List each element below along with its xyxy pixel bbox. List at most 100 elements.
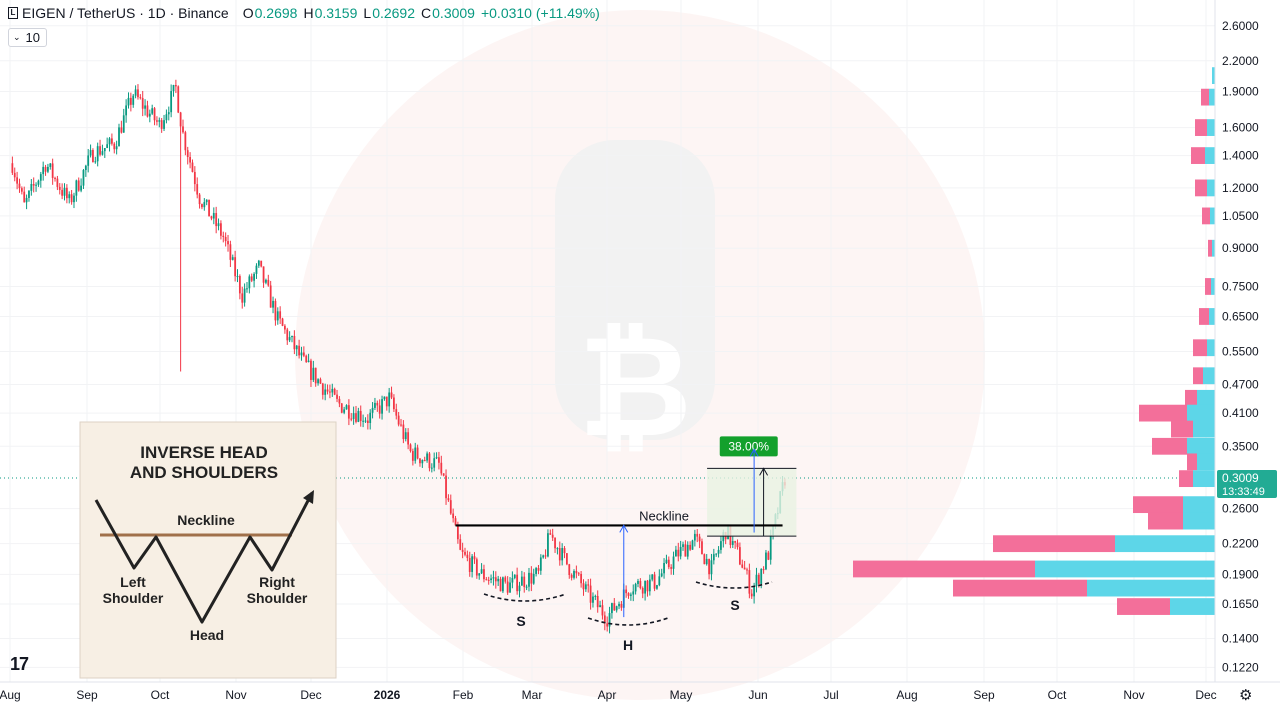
profile-bar-down	[1193, 339, 1207, 357]
y-tick-label: 1.2000	[1222, 181, 1259, 195]
candle-body	[305, 355, 308, 363]
profile-bar-up	[1203, 367, 1215, 385]
candle-body	[246, 288, 248, 290]
candle-body	[575, 570, 578, 574]
candle-body	[32, 184, 35, 186]
candle-body	[563, 548, 566, 554]
y-tick-label: 0.3500	[1222, 439, 1259, 453]
candle-body	[665, 559, 668, 564]
candle-body	[473, 556, 476, 560]
candle-body	[653, 574, 656, 589]
candle-body	[629, 594, 632, 596]
candle-body	[208, 199, 210, 217]
volume-profile	[853, 67, 1215, 615]
candle-body	[490, 578, 492, 580]
candle-body	[504, 577, 507, 582]
candle-body	[478, 573, 481, 576]
y-tick-label: 0.9000	[1222, 241, 1259, 255]
profile-bar-down	[1195, 119, 1207, 136]
exchange-logo-icon: L	[8, 7, 18, 19]
candle-body	[400, 424, 402, 426]
profile-bar-up	[1035, 560, 1215, 578]
candle-body	[210, 216, 213, 219]
candle-body	[141, 98, 144, 109]
candle-body	[163, 120, 165, 129]
left-shoulder-label: S	[516, 613, 525, 629]
profile-bar-up	[1170, 598, 1215, 615]
candle-body	[165, 114, 168, 121]
x-tick-label: Feb	[453, 688, 474, 702]
candle-body	[132, 95, 135, 105]
target-badge	[719, 436, 778, 457]
candle-body	[748, 570, 751, 594]
candle-body	[184, 132, 187, 151]
candle-body	[416, 447, 419, 459]
candle-body	[288, 337, 291, 341]
x-tick-label: Sep	[973, 688, 995, 702]
profile-bar-up	[1212, 239, 1215, 257]
candle-body	[269, 285, 272, 308]
profile-bar-down	[1171, 420, 1193, 438]
high-value: 0.3159	[314, 5, 358, 21]
candle-body	[307, 360, 310, 363]
candle-body	[92, 150, 94, 163]
candle-body	[257, 260, 260, 266]
candle-body	[336, 394, 338, 399]
candle-body	[549, 533, 552, 535]
candle-body	[118, 127, 120, 147]
candle-body	[492, 577, 495, 579]
candle-body	[319, 379, 322, 384]
candle-body	[42, 166, 45, 175]
last-price-value: 0.3009	[1222, 471, 1259, 485]
profile-bar-down	[1133, 496, 1183, 514]
candle-body	[172, 85, 175, 92]
candle-body	[677, 549, 680, 557]
tradingview-logo-icon[interactable]: 17	[10, 654, 29, 674]
candle-body	[639, 580, 642, 589]
profile-bar-up	[1193, 470, 1215, 488]
candle-body	[179, 112, 182, 127]
candle-body	[411, 451, 414, 461]
y-tick-label: 0.4100	[1222, 406, 1259, 420]
candle-body	[362, 420, 364, 422]
candle-body	[445, 475, 447, 499]
candle-body	[203, 202, 206, 208]
gear-icon[interactable]: ⚙	[1239, 687, 1253, 704]
candle-body	[111, 138, 113, 144]
candle-body	[355, 413, 357, 422]
candle-body	[243, 288, 246, 303]
candle-body	[234, 257, 237, 277]
open-label: O	[242, 5, 254, 21]
candle-body	[345, 405, 348, 410]
period-value: 10	[25, 30, 41, 45]
bitcoin-watermark-icon: ₿	[295, 10, 985, 700]
candle-body	[333, 388, 336, 395]
candle-body	[710, 560, 713, 575]
target-percent-label: 38.00%	[728, 439, 769, 453]
candle-body	[122, 115, 125, 133]
time-axis[interactable]: Aug Sep Oct Nov Dec 2026 Feb Mar Apr May Jun Jul Aug…	[0, 688, 1217, 702]
candle-body	[248, 276, 251, 289]
symbol-title[interactable]: EIGEN / TetherUS · 1D · Binance	[22, 5, 229, 21]
candle-body	[523, 576, 526, 588]
candle-body	[302, 352, 305, 356]
candle-body	[433, 458, 436, 468]
candle-body	[331, 388, 334, 393]
candle-body	[388, 392, 391, 407]
candle-body	[592, 596, 594, 603]
inset-pattern-line	[94, 492, 314, 624]
y-tick-label: 0.4700	[1222, 377, 1259, 391]
candle-body	[746, 569, 748, 571]
candle-body	[423, 460, 426, 462]
candle-body	[720, 541, 722, 550]
candle-body	[47, 166, 49, 172]
period-selector[interactable]: ⌄ 10	[8, 28, 48, 47]
candle-body	[419, 458, 421, 464]
candle-body	[750, 593, 753, 597]
left-shoulder-arc	[483, 593, 567, 602]
x-tick-label: Nov	[1123, 688, 1144, 702]
candle-body	[475, 559, 478, 576]
candle-body	[115, 146, 118, 150]
